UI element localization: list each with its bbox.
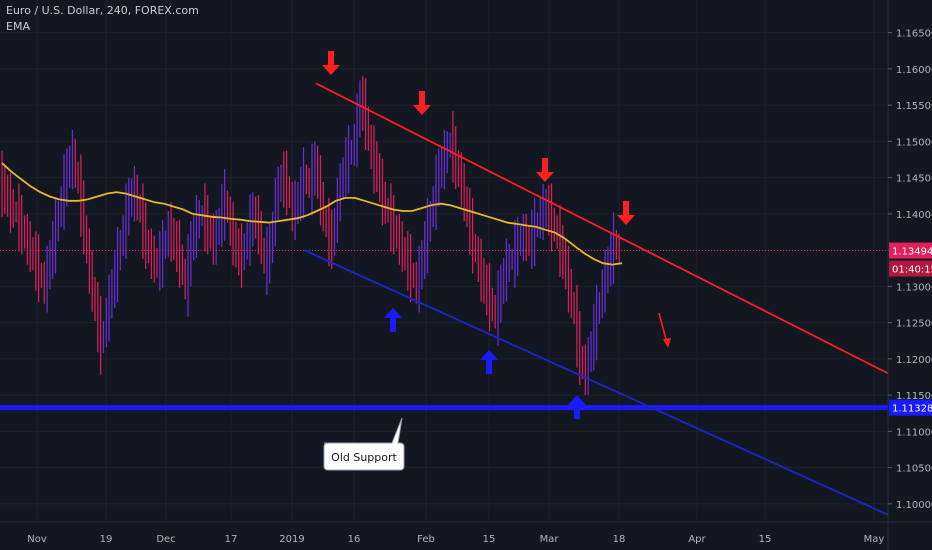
time-tick-label: 19 <box>100 534 113 545</box>
time-tick-label: 2019 <box>279 534 304 545</box>
time-tick-label: 15 <box>483 534 496 545</box>
price-tick-label: 1.12000 <box>896 355 932 366</box>
price-badge-bg <box>889 242 932 259</box>
time-tick-label: 17 <box>225 534 238 545</box>
price-badge: 1.13494 <box>892 247 932 258</box>
chart-grid <box>0 0 888 522</box>
indicator-label[interactable]: EMA <box>6 20 30 33</box>
time-tick-label: Mar <box>540 534 560 545</box>
time-tick-label: Dec <box>156 534 175 545</box>
price-tick-label: 1.16000 <box>896 65 932 76</box>
trendlines <box>0 82 889 516</box>
time-axis[interactable]: Nov 19 Dec 17 2019 16 Feb 15 Mar 18 Apr 15 May <box>0 521 932 545</box>
support-badge: 1.11328 <box>892 404 932 415</box>
price-tick-label: 1.11500 <box>896 391 932 402</box>
price-tick-label: 1.12500 <box>896 319 932 330</box>
price-axis[interactable]: 1.16500 1.16000 1.15500 1.15000 1.14500 1.140… <box>887 0 932 550</box>
price-tick-label: 1.14000 <box>896 210 932 221</box>
price-tick-label: 1.11000 <box>896 427 932 438</box>
price-tick-label: 1.15500 <box>896 101 932 112</box>
forecast-arrow-shaft <box>658 312 668 344</box>
old-support-callout: Old Support <box>323 417 405 471</box>
support-trendline <box>303 249 889 516</box>
price-tick-label: 1.16500 <box>896 29 932 40</box>
up-arrow-icon <box>480 350 498 374</box>
price-tick-label: 1.10500 <box>896 464 932 475</box>
resistance-trendline <box>315 82 889 375</box>
time-tick-label: Apr <box>688 534 706 545</box>
price-tick-label: 1.10000 <box>896 500 932 511</box>
up-arrow-icon <box>384 308 402 332</box>
callout-label: Old Support <box>331 451 397 464</box>
time-tick-label: Nov <box>27 534 47 545</box>
down-arrow-icon <box>413 91 431 115</box>
down-arrow-icon <box>617 201 635 225</box>
time-tick-label: 15 <box>759 534 772 545</box>
forecast-arrow-icon <box>663 338 671 348</box>
price-tick-label: 1.15000 <box>896 137 932 148</box>
up-arrow-icon <box>568 395 586 419</box>
down-arrow-icon <box>536 158 554 182</box>
countdown-badge-bg <box>889 260 932 277</box>
chart-symbol-title[interactable]: Euro / U.S. Dollar, 240, FOREX.com <box>6 4 199 17</box>
down-arrow-icon <box>322 51 340 75</box>
price-tick-label: 1.13000 <box>896 282 932 293</box>
price-badges: 1.13494 01:40:15 1.11328 <box>889 242 932 416</box>
price-tick-label: 1.14500 <box>896 174 932 185</box>
countdown-badge: 01:40:15 <box>892 265 932 276</box>
time-tick-label: Feb <box>417 534 435 545</box>
time-tick-label: 16 <box>348 534 361 545</box>
price-candles <box>1 76 620 396</box>
ema-line <box>1 162 623 266</box>
annotation-arrows <box>322 51 671 419</box>
time-tick-label: May <box>864 534 885 545</box>
time-tick-label: 18 <box>613 534 626 545</box>
support-badge-bg <box>889 399 932 416</box>
